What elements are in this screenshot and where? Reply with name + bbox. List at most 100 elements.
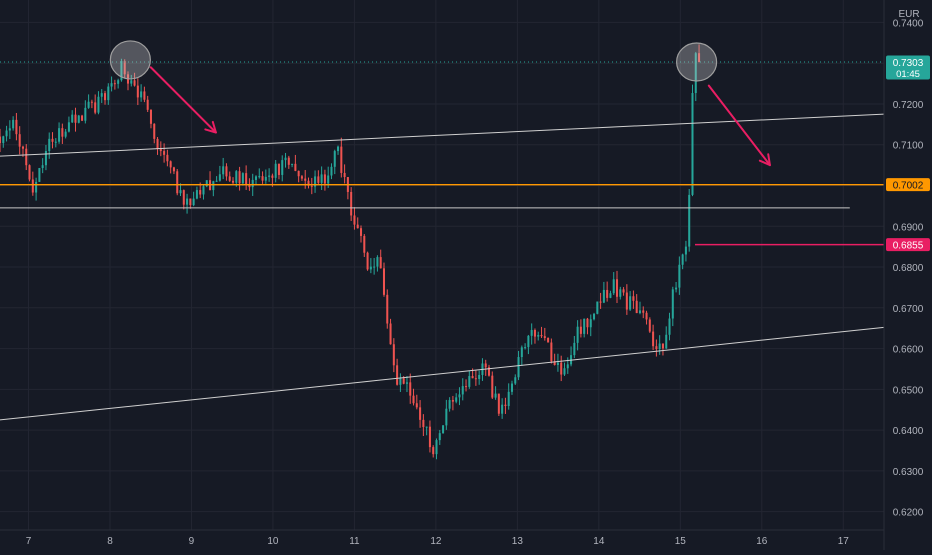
candle-body [271, 175, 274, 178]
candle-body [199, 190, 202, 195]
candle-body [215, 180, 218, 182]
candle-body [58, 128, 61, 142]
candle-body [67, 122, 70, 132]
candle-body [136, 85, 139, 98]
candle-body [409, 382, 412, 396]
candle-body [54, 141, 57, 143]
candle-body [586, 318, 589, 328]
candle-body [665, 334, 668, 349]
price-label-text: 0.6855 [893, 240, 924, 251]
candle-body [507, 391, 510, 406]
candle-body [192, 198, 195, 206]
x-tick-label: 7 [26, 536, 32, 547]
candle-body [504, 404, 507, 406]
candle-body [268, 175, 271, 177]
candle-body [501, 404, 504, 414]
x-tick-label: 14 [593, 536, 605, 547]
candle-body [566, 364, 569, 369]
candle-body [412, 395, 415, 404]
candle-body [661, 343, 664, 349]
candle-body [146, 99, 149, 110]
candle-body [625, 292, 628, 310]
candle-body [202, 186, 205, 195]
x-tick-label: 16 [756, 536, 768, 547]
candle-body [21, 146, 24, 149]
candle-body [465, 386, 468, 388]
candle-body [18, 134, 21, 147]
x-tick-label: 9 [189, 536, 195, 547]
candlesticks [0, 44, 701, 460]
price-label-text: 0.7002 [893, 180, 924, 191]
candle-body [461, 386, 464, 395]
candle-body [314, 176, 317, 187]
y-tick-label: 0.7100 [893, 141, 924, 152]
y-tick-label: 0.6300 [893, 467, 924, 478]
candle-body [540, 335, 543, 337]
y-tick-label: 0.6700 [893, 304, 924, 315]
candle-body [140, 91, 143, 98]
candle-body [425, 426, 428, 428]
candle-body [297, 170, 300, 177]
candle-body [602, 289, 605, 303]
candle-body [668, 318, 671, 335]
candle-body [428, 426, 431, 448]
candle-body [681, 254, 684, 265]
candle-body [533, 330, 536, 337]
candle-body [563, 368, 566, 375]
candle-body [287, 157, 290, 165]
candle-body [195, 190, 198, 199]
candle-body [212, 181, 215, 191]
candle-body [579, 326, 582, 334]
candle-body [389, 323, 392, 345]
lower-trend-line [0, 326, 885, 421]
candle-body [71, 114, 74, 123]
candle-body [527, 335, 530, 348]
candle-body [133, 80, 136, 86]
y-tick-label: 0.6400 [893, 426, 924, 437]
countdown-label: 01:45 [896, 69, 920, 80]
candle-body [100, 93, 103, 97]
candle-body [635, 300, 638, 314]
candle-body [12, 119, 15, 129]
price-label-box [886, 55, 930, 80]
candle-body [629, 296, 632, 310]
candle-body [369, 266, 372, 270]
x-tick-label: 15 [675, 536, 687, 547]
candle-body [514, 377, 517, 384]
candle-body [186, 198, 189, 205]
candle-body [294, 163, 297, 171]
x-tick-label: 13 [512, 536, 524, 547]
candle-body [94, 102, 97, 113]
candle-body [153, 123, 156, 139]
candle-body [405, 382, 408, 384]
candle-body [363, 235, 366, 253]
peak-circle-right [676, 42, 718, 82]
candle-body [530, 330, 533, 336]
candle-body [524, 347, 527, 349]
candle-body [455, 397, 458, 402]
y-tick-label: 0.6500 [893, 385, 924, 396]
candle-body [228, 176, 231, 181]
candle-body [222, 166, 225, 175]
candle-body [350, 191, 353, 216]
candle-body [448, 400, 451, 409]
candle-body [245, 173, 248, 185]
x-tick-label: 10 [267, 536, 279, 547]
candle-body [632, 296, 635, 301]
candle-body [74, 114, 77, 123]
candle-body [277, 163, 280, 175]
candle-body [333, 151, 336, 167]
candle-body [182, 190, 185, 205]
down-arrow-right [707, 84, 771, 167]
candle-body [451, 400, 454, 402]
candle-body [474, 378, 477, 380]
candle-body [8, 128, 11, 131]
candle-body [573, 342, 576, 356]
y-tick-label: 0.6200 [893, 508, 924, 519]
candle-body [379, 257, 382, 269]
y-tick-label: 0.6800 [893, 263, 924, 274]
candle-body [310, 185, 313, 187]
candle-body [698, 53, 701, 62]
drawings [0, 40, 885, 421]
